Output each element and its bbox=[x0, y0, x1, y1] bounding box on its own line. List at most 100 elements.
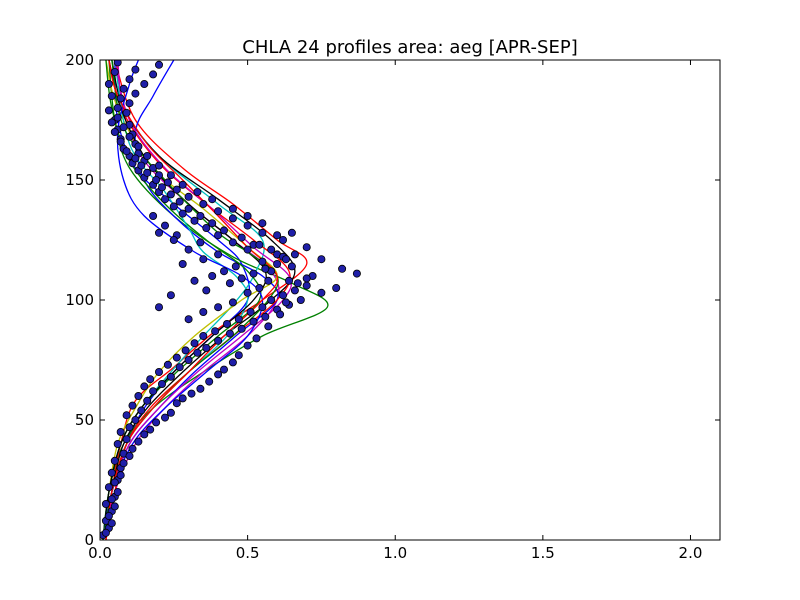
data-point bbox=[228, 298, 237, 307]
data-point bbox=[214, 231, 223, 240]
x-tick-label: 1.0 bbox=[383, 544, 407, 562]
data-point bbox=[281, 298, 290, 307]
data-point bbox=[172, 399, 181, 408]
data-point bbox=[225, 279, 234, 288]
data-point bbox=[258, 303, 267, 312]
data-point bbox=[276, 310, 285, 319]
data-point bbox=[222, 319, 231, 328]
plot-area bbox=[100, 60, 361, 540]
data-point bbox=[281, 255, 290, 264]
data-point bbox=[202, 223, 211, 232]
data-point bbox=[107, 519, 116, 528]
data-point bbox=[154, 161, 163, 170]
data-point bbox=[317, 255, 326, 264]
data-point bbox=[137, 406, 146, 415]
data-point bbox=[110, 502, 119, 511]
data-point bbox=[143, 151, 152, 160]
data-point bbox=[122, 411, 131, 420]
data-point bbox=[110, 68, 119, 77]
data-point bbox=[110, 456, 119, 465]
data-point bbox=[190, 276, 199, 285]
data-point bbox=[169, 202, 178, 211]
data-point bbox=[202, 343, 211, 352]
data-point bbox=[131, 415, 140, 424]
data-point bbox=[149, 70, 158, 79]
data-point bbox=[152, 418, 161, 427]
data-point bbox=[278, 235, 287, 244]
data-point bbox=[302, 274, 311, 283]
data-point bbox=[107, 92, 116, 101]
data-point bbox=[208, 271, 217, 280]
data-point bbox=[101, 499, 110, 508]
data-point bbox=[296, 295, 305, 304]
data-point bbox=[125, 99, 134, 108]
data-point bbox=[113, 439, 122, 448]
data-point bbox=[178, 394, 187, 403]
x-tick-label: 0.0 bbox=[88, 544, 112, 562]
data-point bbox=[157, 379, 166, 388]
data-point bbox=[287, 228, 296, 237]
data-point bbox=[237, 274, 246, 283]
data-point bbox=[181, 346, 190, 355]
data-point bbox=[175, 197, 184, 206]
data-point bbox=[166, 408, 175, 417]
data-point bbox=[246, 307, 255, 316]
data-point bbox=[110, 478, 119, 487]
data-point bbox=[119, 459, 128, 468]
data-point bbox=[196, 384, 205, 393]
data-point bbox=[119, 84, 128, 93]
data-point bbox=[154, 60, 163, 69]
data-point bbox=[178, 180, 187, 189]
data-point bbox=[338, 264, 347, 273]
data-point bbox=[199, 307, 208, 316]
data-point bbox=[193, 348, 202, 357]
data-point bbox=[122, 108, 131, 117]
data-point bbox=[258, 219, 267, 228]
data-point bbox=[140, 430, 149, 439]
data-point bbox=[202, 286, 211, 295]
data-point bbox=[172, 185, 181, 194]
x-tick-label: 0.5 bbox=[236, 544, 260, 562]
data-point bbox=[258, 257, 267, 266]
data-point bbox=[225, 329, 234, 338]
data-point bbox=[137, 161, 146, 170]
data-point bbox=[104, 512, 113, 521]
data-point bbox=[187, 389, 196, 398]
data-point bbox=[122, 435, 131, 444]
data-point bbox=[178, 209, 187, 218]
data-point bbox=[172, 353, 181, 362]
data-point bbox=[237, 233, 246, 242]
data-point bbox=[163, 360, 172, 369]
data-point bbox=[113, 487, 122, 496]
data-point bbox=[119, 123, 128, 132]
data-point bbox=[149, 387, 158, 396]
data-point bbox=[134, 391, 143, 400]
data-point bbox=[134, 437, 143, 446]
data-point bbox=[317, 288, 326, 297]
data-point bbox=[252, 334, 261, 343]
data-point bbox=[104, 483, 113, 492]
data-point bbox=[104, 80, 113, 89]
data-point bbox=[267, 295, 276, 304]
data-point bbox=[211, 327, 220, 336]
data-point bbox=[184, 355, 193, 364]
data-point bbox=[184, 245, 193, 254]
data-point bbox=[243, 211, 252, 220]
data-point bbox=[264, 276, 273, 285]
y-tick-label: 200 bbox=[65, 51, 94, 69]
data-point bbox=[228, 238, 237, 247]
data-point bbox=[152, 175, 161, 184]
data-point bbox=[332, 283, 341, 292]
data-point bbox=[193, 187, 202, 196]
data-point bbox=[166, 372, 175, 381]
y-tick-label: 50 bbox=[75, 411, 94, 429]
data-point bbox=[196, 238, 205, 247]
data-point bbox=[190, 216, 199, 225]
data-point bbox=[228, 204, 237, 213]
data-point bbox=[249, 317, 258, 326]
data-point bbox=[184, 204, 193, 213]
data-point bbox=[116, 94, 125, 103]
data-point bbox=[146, 375, 155, 384]
y-tick-label: 150 bbox=[65, 171, 94, 189]
